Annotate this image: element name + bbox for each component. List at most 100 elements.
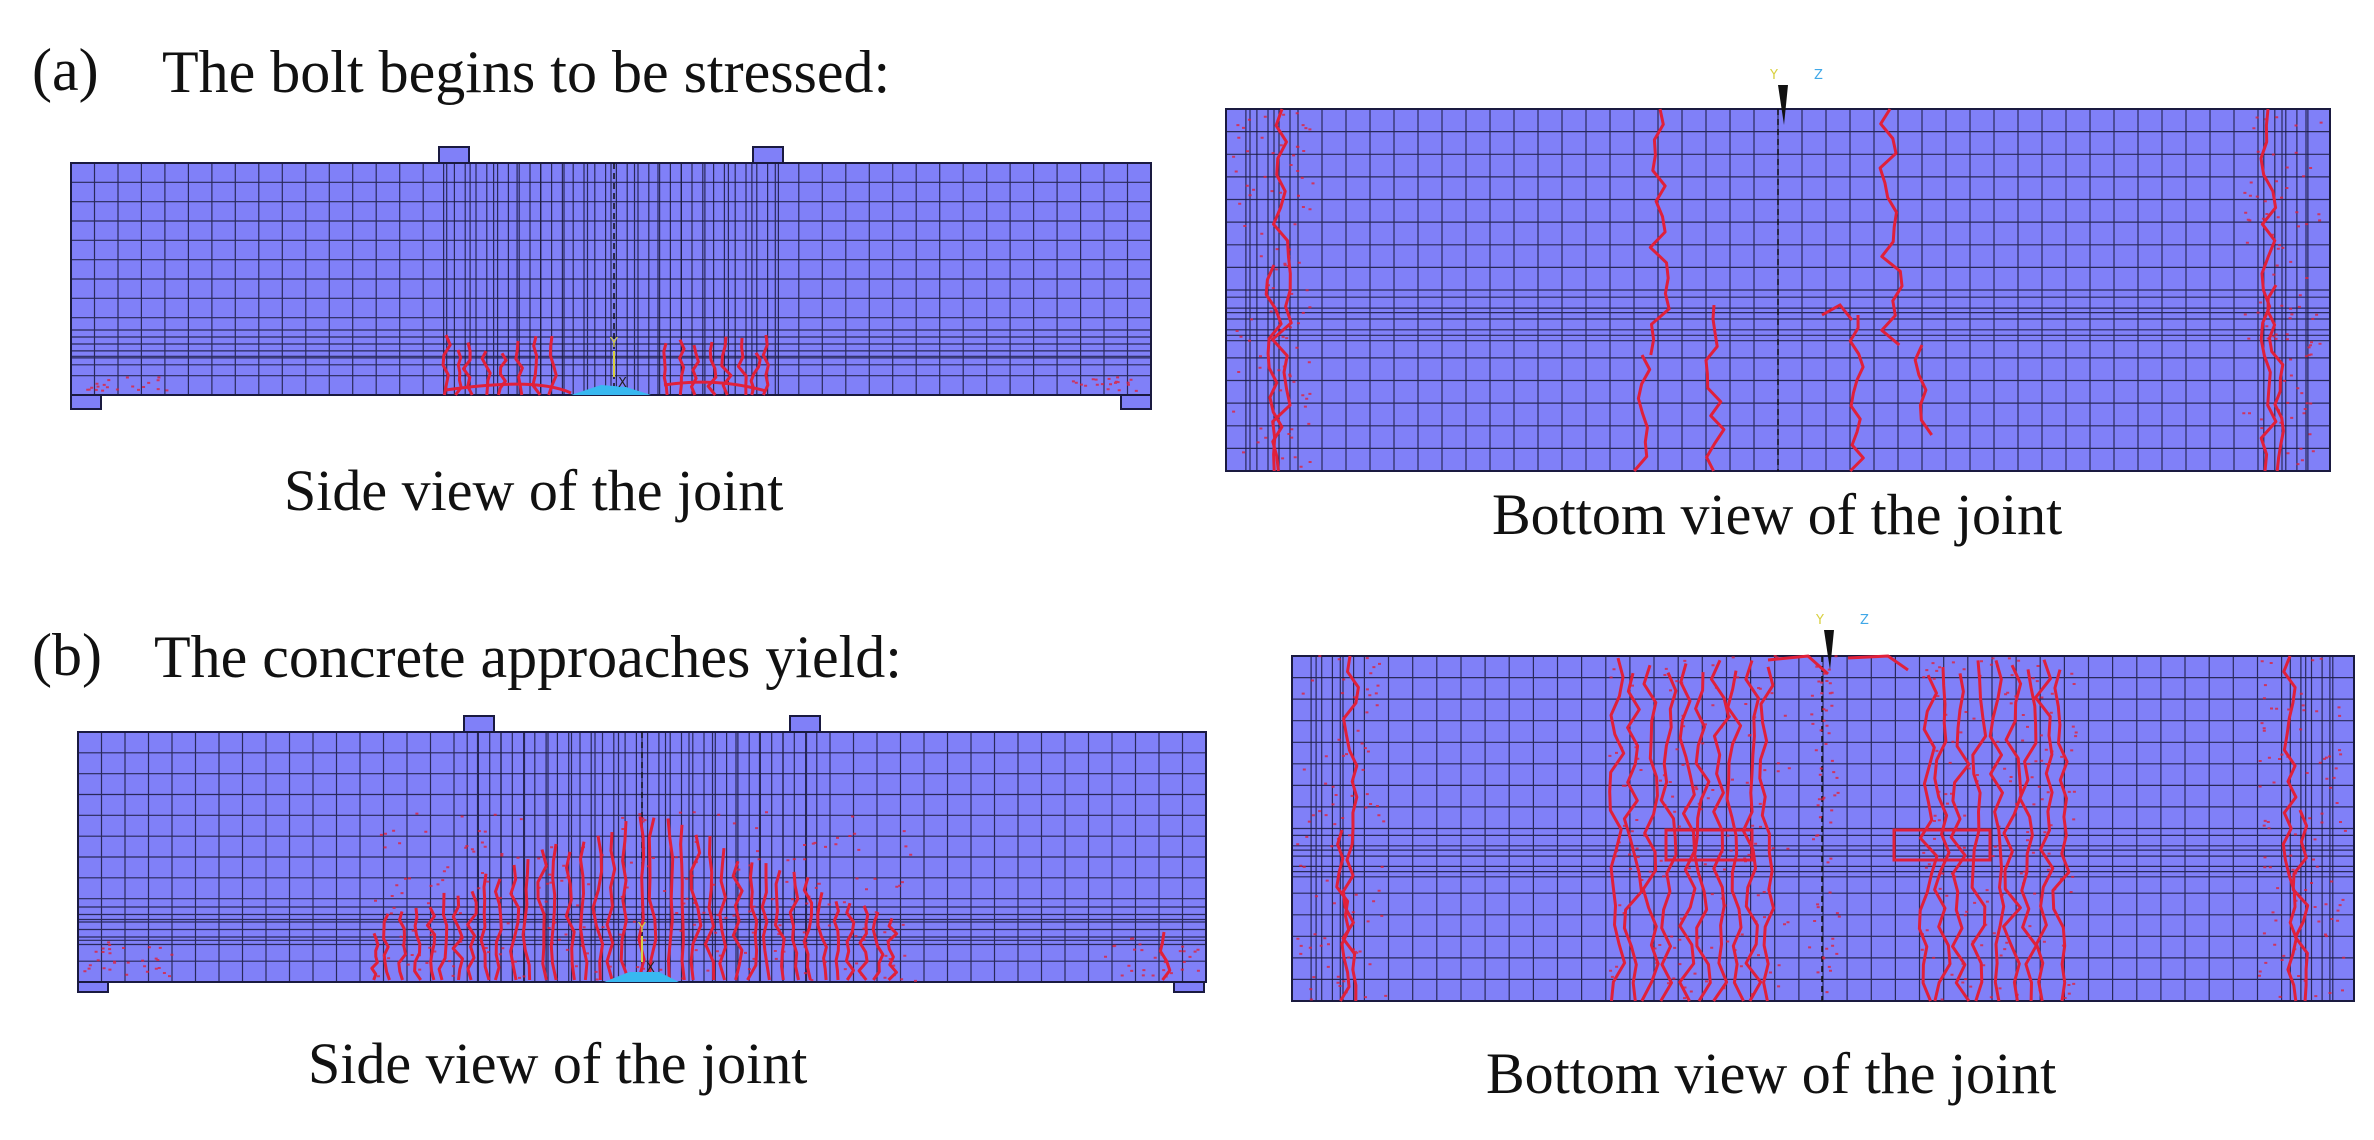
x-axis-label: X [646,961,655,976]
crack-line [591,835,605,981]
crack-line [2002,664,2023,1002]
crack-line [720,336,733,396]
crack-line [1264,264,1284,472]
crack-line [2266,284,2285,472]
crack-line [1341,655,1360,1002]
crack-marks [374,811,917,982]
z-axis-label: Z [1814,68,1823,83]
crack-marks [1920,657,2078,1001]
crack-line [493,878,503,981]
y-axis-label: Y [637,921,646,936]
crack-line [1271,108,1293,472]
loading-plate [438,146,470,164]
crack-line [706,341,718,396]
crack-line [718,847,728,981]
crack-line [605,832,617,981]
crack-marks [2242,116,2323,466]
crack-line [678,339,686,396]
crack-line [2259,108,2278,472]
crack-marks [83,941,174,978]
crack-marks [1296,655,1388,1001]
crack-line [746,862,759,981]
y-axis-label: Y [1769,68,1778,83]
panel-b-bottom-caption: Bottom view of the joint [1486,1041,2057,1106]
crack-line [547,335,558,396]
mesh-dense-lines [443,163,779,395]
crack-line [679,824,686,981]
z-axis-label: Z [1860,613,1869,628]
crack-line [761,334,770,396]
crack-line [1988,659,2006,1002]
crack-line [1622,672,1643,1002]
crack-line [689,834,703,981]
crack-line [857,905,870,981]
crack-line [413,907,422,981]
crack-line [2281,655,2298,1002]
crack-line [466,890,478,981]
crack-line [1767,654,1830,676]
crack-marks [2258,657,2347,998]
crack-line [437,892,449,981]
crack-line [731,860,744,981]
panel-a-side-view: YX [70,146,1152,410]
side-mesh: YX [77,715,1207,993]
crack-line [479,873,491,981]
crack-line [497,352,508,396]
axis-marker [1778,85,1788,125]
crack-line [2291,809,2310,1002]
crack-line [1608,657,1627,1002]
axis-marker [1824,630,1834,670]
crack-marks [1608,655,1791,1000]
loading-plate [789,715,821,733]
mesh-lines [71,163,1151,395]
crack-line [1158,931,1172,981]
support-contact [604,972,679,982]
crack-line [1848,314,1865,473]
panel-b-side-caption: Side view of the joint [308,1031,808,1096]
crack-line [1821,303,1854,321]
crack-line [579,841,589,981]
crack-line [1633,354,1652,472]
crack-line [2034,659,2055,1002]
crack-outline [1892,828,1992,862]
crack-line [1933,667,1952,1002]
crack-line [1678,663,1697,1002]
crack-line [425,906,437,981]
crack-line [1917,674,1939,1002]
crack-marks [1808,655,1841,994]
crack-line [844,902,856,981]
crack-line [886,917,899,982]
crack-line [1847,654,1909,672]
panel-a-side-caption: Side view of the joint [284,458,784,523]
crack-line [619,821,631,981]
crack-line [871,911,885,981]
crack-line [370,932,380,981]
side-mesh: YX [70,146,1152,410]
panel-b-side-view: YX [77,715,1207,993]
panel-b-heading: The concrete approaches yield: [154,624,902,690]
y-axis-label: Y [609,336,618,351]
crack-line [662,342,669,396]
crack-line [832,900,840,981]
crack-line [1648,108,1671,356]
crack-line [1878,108,1904,347]
crack-line [1758,666,1775,1002]
crack-line [1640,664,1660,1002]
crack-line [1659,672,1678,1002]
support-contact [571,385,651,395]
crack-line [666,818,675,981]
crack-line [788,871,800,981]
crack-line [816,891,828,981]
panel-a-heading: The bolt begins to be stressed: [162,39,891,105]
crack-line [647,817,658,981]
crack-line [1704,304,1726,472]
crack-line [1949,673,1971,1002]
crack-line [509,864,521,981]
crack-marks [1232,112,1315,468]
crack-line [663,380,767,393]
panel-a-bottom-caption: Bottom view of the joint [1492,482,2063,547]
crack-line [382,913,391,981]
